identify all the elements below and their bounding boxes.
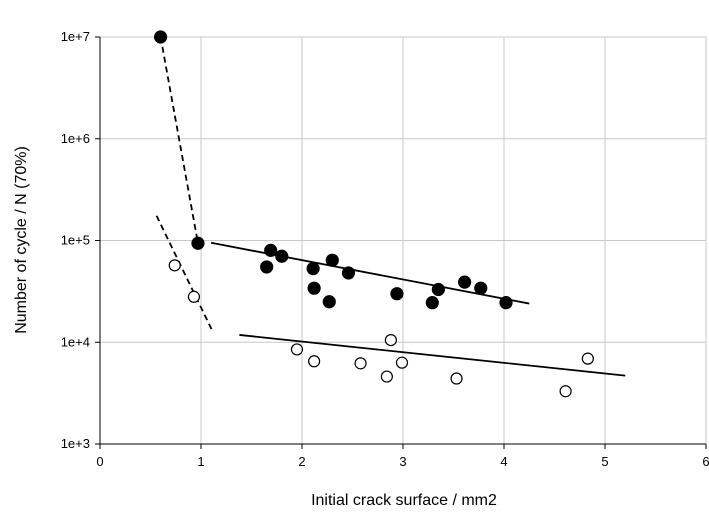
- open-data-point: [354, 357, 367, 370]
- axes: [95, 36, 707, 449]
- trend-lines: [155, 36, 626, 377]
- open-data-point: [290, 343, 304, 356]
- open-data-point: [450, 372, 463, 385]
- x-tick-label: 1: [197, 454, 204, 469]
- x-tick-label: 5: [601, 454, 608, 469]
- filled-data-point: [191, 236, 205, 250]
- open-data-point: [395, 356, 409, 369]
- open-data-point: [187, 290, 201, 303]
- open-data-point: [559, 385, 572, 398]
- filled-data-point: [154, 30, 168, 44]
- open-data-point: [308, 355, 321, 368]
- y-axis-title: Number of cycle / N (70%): [13, 146, 30, 334]
- grid: [100, 36, 707, 444]
- filled-data-point: [260, 260, 274, 274]
- filled-data-point: [275, 249, 289, 263]
- filled-data-point: [306, 261, 320, 276]
- x-tick-label: 0: [96, 454, 103, 469]
- open-data-point: [384, 333, 397, 347]
- open-data-point: [168, 259, 181, 272]
- y-tick-label: 1e+6: [61, 131, 90, 146]
- y-tick-label: 1e+7: [61, 29, 90, 44]
- x-tick-label: 6: [702, 454, 709, 469]
- y-tick-label: 1e+4: [61, 334, 90, 349]
- filled-data-point: [499, 296, 513, 310]
- x-tick-label: 4: [500, 454, 507, 469]
- filled-data-point: [425, 296, 439, 310]
- dashed-trend-line: [159, 36, 199, 244]
- dashed-trend-line: [155, 215, 214, 333]
- filled-data-point: [390, 287, 404, 301]
- x-axis-title: Initial crack surface / mm2: [311, 492, 497, 509]
- filled-data-point: [431, 282, 445, 297]
- solid-trend-line: [210, 241, 530, 305]
- filled-data-point: [264, 243, 278, 257]
- data-points: [154, 30, 594, 398]
- y-tick-label: 1e+3: [61, 436, 90, 451]
- filled-data-point: [341, 266, 356, 280]
- filled-data-point: [322, 295, 336, 309]
- filled-data-point: [474, 281, 488, 295]
- x-tick-label: 2: [298, 454, 305, 469]
- solid-trend-line: [239, 334, 626, 377]
- y-tick-label: 1e+5: [61, 233, 90, 248]
- tick-labels: 0 1 2 3 4 5 6 1e+3 1e+4 1e+5 1e+6 1e+7: [61, 29, 709, 469]
- filled-data-point: [458, 275, 472, 289]
- open-data-point: [581, 352, 594, 365]
- open-data-point: [380, 370, 393, 383]
- filled-data-point: [325, 253, 339, 267]
- filled-data-point: [307, 281, 321, 295]
- x-tick-label: 3: [399, 454, 406, 469]
